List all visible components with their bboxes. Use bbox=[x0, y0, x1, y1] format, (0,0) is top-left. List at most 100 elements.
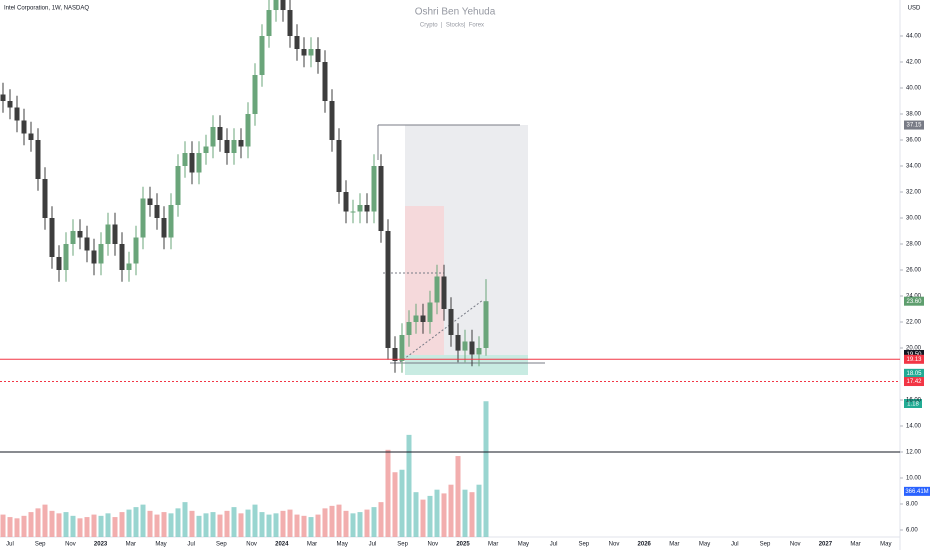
volume-bar bbox=[140, 504, 146, 537]
x-tick-label: Mar bbox=[669, 542, 679, 548]
volume-bar bbox=[21, 515, 27, 537]
volume-bar bbox=[413, 492, 419, 537]
price-label-box bbox=[904, 296, 924, 306]
candle-body bbox=[434, 276, 440, 303]
ratio-label-box bbox=[904, 399, 922, 408]
y-tick-label: 24.00 bbox=[906, 294, 922, 300]
candle-body bbox=[147, 198, 153, 205]
candle-body bbox=[189, 153, 195, 173]
volume-bar bbox=[441, 493, 447, 537]
candles bbox=[0, 0, 489, 537]
y-tick-label: 22.00 bbox=[906, 320, 922, 326]
y-tick-label: 14.00 bbox=[906, 424, 922, 430]
volume-bar bbox=[469, 492, 475, 537]
y-tick-label: 40.00 bbox=[906, 86, 922, 92]
price-label-box bbox=[904, 120, 924, 130]
volume-bar bbox=[175, 508, 181, 537]
candle-body bbox=[42, 179, 48, 218]
candle-body bbox=[231, 140, 237, 154]
candle-body bbox=[357, 204, 363, 212]
price-label: 17.42 bbox=[906, 379, 922, 385]
candle-body bbox=[420, 315, 426, 322]
x-tick-label: Sep bbox=[760, 542, 771, 548]
candle-body bbox=[154, 204, 160, 218]
volume-bar bbox=[63, 512, 69, 537]
y-tick-label: 28.00 bbox=[906, 242, 922, 248]
volume-bar bbox=[168, 513, 174, 537]
y-tick-label: 44.00 bbox=[906, 34, 922, 40]
volume-bar bbox=[154, 514, 160, 537]
candle-body bbox=[105, 224, 111, 244]
candle-body bbox=[364, 204, 370, 212]
volume-bar bbox=[392, 472, 398, 537]
candle-body bbox=[322, 62, 328, 102]
candle-body bbox=[329, 101, 335, 141]
candle-body bbox=[217, 127, 223, 141]
x-tick-label: May bbox=[337, 542, 348, 548]
candle-body bbox=[266, 10, 272, 37]
candle-body bbox=[21, 120, 27, 134]
candle-body bbox=[203, 146, 209, 154]
y-tick-label: 16.00 bbox=[906, 398, 922, 404]
candle-body bbox=[385, 230, 391, 348]
y-tick-label: 42.00 bbox=[906, 60, 922, 66]
volume-bar bbox=[189, 510, 195, 537]
volume-bar bbox=[98, 515, 104, 537]
volume-bar bbox=[448, 484, 454, 537]
volume-bar bbox=[196, 515, 202, 537]
volume-bar bbox=[259, 512, 265, 537]
candle-body bbox=[392, 347, 398, 361]
volume-bar bbox=[147, 510, 153, 537]
y-tick-label: 20.00 bbox=[906, 346, 922, 352]
drawing-line bbox=[399, 299, 484, 363]
candle-body bbox=[49, 217, 55, 257]
x-tick-label: 2023 bbox=[94, 542, 108, 548]
y-tick-label: 6.00 bbox=[906, 528, 918, 534]
x-tick-label: May bbox=[699, 542, 710, 548]
volume-bar bbox=[462, 489, 468, 537]
candle-body bbox=[252, 75, 258, 115]
candle-body bbox=[161, 217, 167, 238]
volume-bar bbox=[70, 515, 76, 537]
y-tick-label: 8.00 bbox=[906, 502, 918, 508]
volume-bar bbox=[112, 517, 118, 537]
candle-body bbox=[483, 301, 489, 348]
candle-body bbox=[378, 166, 384, 231]
volume-bar bbox=[287, 509, 293, 537]
volume-bar bbox=[252, 504, 258, 537]
x-tick-label: May bbox=[518, 542, 529, 548]
volume-bar bbox=[329, 505, 335, 537]
volume-bar bbox=[364, 509, 370, 537]
volume-bar bbox=[308, 517, 314, 537]
volume-bar bbox=[434, 489, 440, 537]
price-label: 18.05 bbox=[906, 371, 922, 377]
candle-body bbox=[0, 94, 6, 102]
volume-bar bbox=[343, 510, 349, 537]
volume-bar bbox=[371, 507, 377, 537]
volume-bar bbox=[336, 504, 342, 537]
y-tick-label: 38.00 bbox=[906, 112, 922, 118]
volume-bar bbox=[28, 512, 34, 537]
x-tick-label: Sep bbox=[216, 542, 227, 548]
candle-body bbox=[371, 166, 377, 212]
position-zone bbox=[405, 355, 528, 375]
y-tick-label: 34.00 bbox=[906, 164, 922, 170]
ratio-label: 1.18 bbox=[907, 402, 919, 408]
volume-bar bbox=[224, 510, 230, 537]
volume-bar bbox=[49, 510, 55, 537]
candle-body bbox=[14, 107, 20, 121]
candle-body bbox=[336, 140, 342, 192]
volume-bar bbox=[35, 508, 41, 537]
candle-body bbox=[294, 36, 300, 50]
x-tick-label: Nov bbox=[65, 542, 76, 548]
volume-bar bbox=[56, 513, 62, 537]
x-tick-label: 2027 bbox=[819, 542, 833, 548]
x-tick-label: Jul bbox=[6, 542, 14, 548]
candle-body bbox=[224, 140, 230, 154]
candle-body bbox=[280, 0, 286, 11]
candle-body bbox=[315, 49, 321, 63]
volume-bar bbox=[119, 512, 125, 537]
candle-body bbox=[77, 230, 83, 238]
x-tick-label: Sep bbox=[397, 542, 408, 548]
